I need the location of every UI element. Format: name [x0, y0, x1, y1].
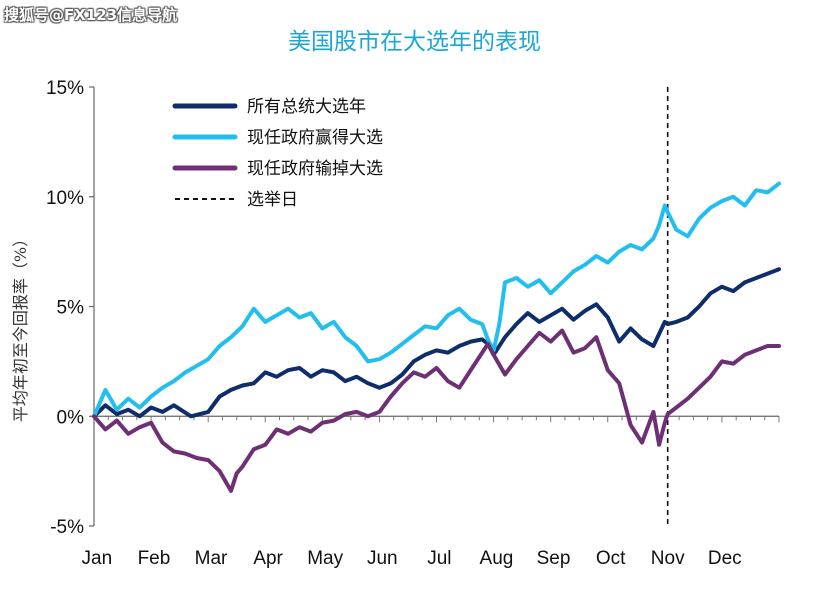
series-line-3 — [92, 328, 781, 493]
legend-label: 选举日 — [247, 190, 298, 210]
legend-label: 现任政府输掉大选 — [247, 159, 383, 179]
series-layer — [92, 181, 781, 493]
x-tick-label: Jul — [427, 548, 451, 569]
series-line-1 — [92, 267, 781, 419]
x-tick-label: Apr — [253, 548, 283, 569]
chart-title: 美国股市在大选年的表现 — [288, 29, 541, 55]
x-tick-label: Jan — [82, 548, 113, 569]
x-tick-label: Oct — [596, 548, 626, 569]
y-tick-label: 0% — [57, 407, 85, 428]
y-tick-label: 10% — [46, 188, 84, 209]
x-tick-label: Sep — [537, 548, 571, 569]
legend-label: 所有总统大选年 — [247, 97, 366, 117]
x-tick-label: Mar — [195, 548, 228, 569]
y-tick-label: 15% — [46, 78, 84, 99]
x-tick-label: Feb — [138, 548, 171, 569]
legend-label: 现任政府赢得大选 — [247, 128, 383, 148]
series-line-2 — [92, 181, 781, 419]
x-tick-label: Aug — [480, 548, 514, 569]
x-tick-label: Nov — [651, 548, 685, 569]
y-tick-label: 5% — [57, 298, 85, 319]
watermark: 搜狐号@FX123信息导航 — [4, 6, 178, 24]
y-tick-label: -5% — [50, 517, 84, 538]
x-tick-label: May — [307, 548, 343, 569]
x-tick-label: Jun — [367, 548, 398, 569]
axes: 15% 10% 5% 0% -5% Jan Feb Mar Apr May Jun Jul Aug Sep… — [46, 78, 780, 569]
y-axis-label: 平均年初至今回报率（%） — [11, 231, 30, 422]
x-tick-label: Dec — [708, 548, 742, 569]
